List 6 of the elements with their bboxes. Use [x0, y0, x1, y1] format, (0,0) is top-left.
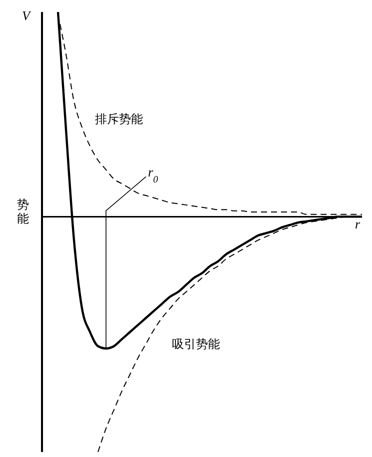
x-axis-title: r — [354, 216, 361, 232]
series-label: 排斥势能 — [95, 112, 143, 126]
y-axis-title: 势能 — [17, 198, 29, 226]
text: V — [22, 8, 32, 23]
annotation: r$_{0}$ — [148, 164, 158, 186]
series-label: 吸引势能 — [172, 337, 220, 351]
